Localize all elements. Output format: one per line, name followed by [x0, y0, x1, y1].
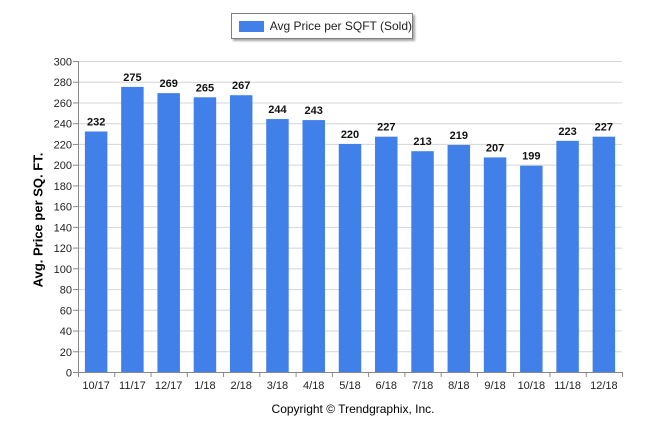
x-tick-label: 7/18: [412, 380, 433, 392]
data-label: 220: [341, 129, 359, 141]
legend-swatch: [239, 20, 264, 32]
x-tick-label: 8/18: [448, 380, 469, 392]
y-tick-label: 0: [66, 368, 72, 380]
y-tick-label: 40: [60, 326, 72, 338]
bar: [447, 144, 471, 372]
bar: [157, 93, 180, 373]
y-tick-label: 80: [60, 285, 72, 297]
legend: Avg Price per SQFT (Sold): [231, 13, 413, 39]
bar: [302, 120, 325, 372]
y-axis-label: Avg. Price per SQ. FT.: [30, 152, 46, 288]
bar: [520, 165, 543, 372]
bar: [483, 157, 507, 372]
x-tick-label: 5/18: [339, 380, 360, 392]
data-label: 243: [305, 105, 323, 117]
y-tick-label: 20: [60, 347, 72, 359]
data-label: 269: [159, 78, 177, 90]
copyright-text: Copyright © Trendgraphix, Inc.: [271, 402, 435, 416]
data-label: 207: [486, 142, 504, 154]
y-tick-label: 160: [54, 202, 72, 214]
data-label: 213: [413, 136, 431, 148]
y-tick-label: 280: [54, 77, 72, 89]
data-label: 275: [123, 72, 141, 84]
data-label: 267: [232, 80, 250, 92]
y-tick-label: 100: [54, 264, 72, 276]
x-tick-label: 3/18: [267, 380, 288, 392]
bar: [556, 140, 579, 372]
data-label: 219: [450, 130, 468, 142]
y-tick-label: 60: [60, 305, 72, 317]
data-label: 227: [595, 122, 613, 134]
bar: [592, 136, 616, 372]
bar: [411, 151, 434, 372]
y-tick-label: 200: [54, 160, 72, 172]
x-tick-label: 2/18: [230, 380, 251, 392]
x-tick-label: 10/17: [82, 380, 110, 392]
x-tick-label: 10/18: [518, 380, 546, 392]
bar: [121, 86, 144, 373]
bar: [375, 136, 398, 372]
data-label: 227: [377, 122, 395, 134]
y-tick-label: 260: [54, 98, 72, 110]
y-tick-label: 180: [54, 181, 72, 193]
x-tick-label: 11/18: [554, 380, 581, 392]
legend-label: Avg Price per SQFT (Sold): [269, 19, 412, 33]
data-label: 265: [196, 82, 214, 94]
y-tick-label: 220: [54, 139, 72, 151]
bar: [338, 143, 362, 372]
x-tick-label: 1/18: [194, 380, 215, 392]
data-label: 199: [522, 151, 540, 163]
data-label: 232: [87, 116, 105, 128]
x-tick-label: 11/17: [119, 380, 146, 392]
y-tick-label: 140: [54, 222, 72, 234]
data-label: 244: [268, 104, 287, 116]
bar: [229, 95, 253, 373]
y-tick-label: 240: [54, 119, 72, 131]
bar: [193, 97, 217, 373]
x-tick-label: 6/18: [376, 380, 397, 392]
bar: [266, 119, 289, 372]
x-tick-label: 4/18: [303, 380, 324, 392]
data-label: 223: [558, 126, 576, 138]
bar: [84, 131, 108, 372]
x-tick-label: 12/18: [590, 380, 618, 392]
x-tick-label: 12/17: [155, 380, 183, 392]
x-tick-label: 9/18: [484, 380, 505, 392]
y-tick-label: 300: [54, 57, 72, 69]
y-tick-label: 120: [54, 243, 72, 255]
